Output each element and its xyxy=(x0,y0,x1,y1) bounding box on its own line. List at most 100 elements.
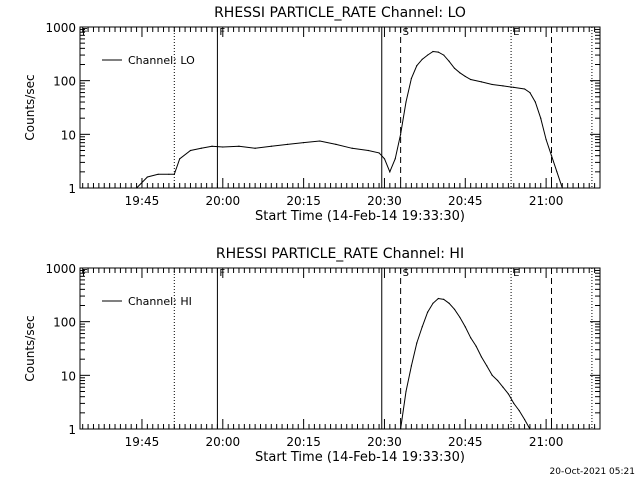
series-point xyxy=(540,117,542,119)
chart-panel-1: RHESSI PARTICLE_RATE Channel: LO 1 10 100 10… xyxy=(23,5,601,224)
series-point xyxy=(432,50,434,53)
y-tick-label: 100 xyxy=(53,316,76,330)
series-point xyxy=(378,152,380,154)
series-point xyxy=(550,155,553,157)
series-point xyxy=(523,88,526,90)
series-point xyxy=(453,67,456,69)
series-point xyxy=(453,308,456,310)
series-point xyxy=(529,428,531,430)
chart-title: RHESSI PARTICLE_RATE Channel: HI xyxy=(216,246,464,262)
series-point xyxy=(432,302,434,304)
series-point xyxy=(470,78,472,81)
series-point xyxy=(426,311,429,313)
series-point xyxy=(335,143,337,145)
y-tick-label: 1000 xyxy=(45,21,76,35)
series-point xyxy=(319,140,321,142)
series-point xyxy=(502,85,504,87)
time-marker-label: F xyxy=(82,268,88,279)
chart-panel-2: RHESSI PARTICLE_RATE Channel: HI 1 10 100 10… xyxy=(23,246,601,465)
series-point xyxy=(286,143,289,145)
x-tick-label: 20:00 xyxy=(206,435,241,449)
series-point xyxy=(497,379,499,382)
series-point xyxy=(351,147,353,149)
time-marker-label: F xyxy=(82,27,88,38)
series-point xyxy=(238,145,240,147)
series-point xyxy=(168,173,170,175)
series-point xyxy=(480,81,483,83)
series-point xyxy=(222,146,224,148)
series-point xyxy=(529,91,531,94)
series-point xyxy=(437,297,439,300)
y-axis-label: Counts/sec xyxy=(23,74,37,140)
x-tick-label: 19:45 xyxy=(125,194,160,208)
series-point xyxy=(157,173,159,175)
time-marker-label: F xyxy=(219,268,225,279)
series-point xyxy=(270,145,272,147)
series-point xyxy=(464,75,466,78)
series-point xyxy=(475,345,477,347)
plot-frame xyxy=(79,26,601,189)
series-point xyxy=(389,171,391,173)
series-point xyxy=(459,72,461,74)
series-point xyxy=(470,337,472,339)
y-tick-label: 1 xyxy=(68,182,76,196)
x-tick-label: 20:45 xyxy=(448,194,483,208)
series-point xyxy=(173,173,175,175)
x-tick-label: 20:30 xyxy=(367,194,402,208)
series-point xyxy=(303,142,305,144)
series-point xyxy=(583,187,585,189)
series-point xyxy=(588,187,590,189)
series-point xyxy=(491,83,493,86)
series-point xyxy=(459,316,461,319)
series-point xyxy=(443,298,445,300)
series-point xyxy=(405,390,407,393)
series-point xyxy=(426,54,429,56)
series-point xyxy=(437,51,439,53)
series-point xyxy=(179,158,181,160)
legend-label: Channel: LO xyxy=(128,54,195,67)
series-point xyxy=(410,77,412,80)
time-marker-label: E xyxy=(513,27,519,38)
x-axis-label: Start Time (14-Feb-14 19:33:30) xyxy=(255,450,465,465)
series-point xyxy=(523,418,526,421)
legend-label: Channel: HI xyxy=(128,295,192,308)
series-point xyxy=(421,326,423,328)
series-point xyxy=(109,187,111,189)
y-axis-label: Counts/sec xyxy=(23,315,37,381)
series-point xyxy=(416,65,418,67)
series-point xyxy=(448,60,450,62)
y-tick-label: 100 xyxy=(53,75,76,89)
series-point xyxy=(534,101,536,103)
series-point xyxy=(394,158,396,160)
series-point xyxy=(556,171,558,173)
series-point xyxy=(79,187,81,189)
time-marker-label: S xyxy=(403,268,409,279)
series-point xyxy=(400,133,402,135)
x-tick-label: 20:30 xyxy=(367,435,402,449)
series-point xyxy=(572,187,574,189)
series-point xyxy=(400,428,402,430)
x-tick-label: 19:45 xyxy=(125,435,160,449)
series-point xyxy=(125,187,127,189)
series-point xyxy=(405,101,407,103)
y-tick-label: 10 xyxy=(61,369,76,383)
y-tick-label: 10 xyxy=(61,128,76,142)
series-point xyxy=(480,356,483,358)
time-marker-label: S xyxy=(403,27,409,38)
x-tick-label: 21:00 xyxy=(529,194,564,208)
y-tick-label: 1000 xyxy=(45,262,76,276)
plot-frame xyxy=(79,267,601,430)
series-point xyxy=(464,326,466,328)
series-point xyxy=(367,149,369,152)
series-point xyxy=(561,187,563,189)
series-point xyxy=(502,386,504,388)
series-point xyxy=(545,138,547,141)
x-tick-label: 20:45 xyxy=(448,435,483,449)
time-marker-label: E xyxy=(513,268,519,279)
series-point xyxy=(416,342,418,344)
x-axis-label: Start Time (14-Feb-14 19:33:30) xyxy=(255,209,465,224)
series-point xyxy=(513,402,515,404)
series-point xyxy=(189,149,192,152)
series-point xyxy=(135,187,138,189)
